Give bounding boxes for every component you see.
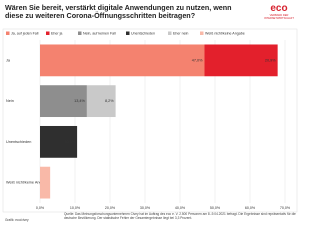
legend-swatch — [46, 31, 50, 35]
bar-segment — [204, 44, 278, 77]
bar-segment — [40, 166, 51, 199]
legend-swatch — [6, 31, 10, 35]
logo: eco VERBAND DER INTERNETWIRTSCHAFT — [264, 3, 294, 21]
legend-label: Unentschieden — [131, 31, 155, 35]
legend-swatch — [200, 31, 204, 35]
x-tick-label: 60,0% — [245, 206, 256, 210]
x-tick-label: 10,0% — [70, 206, 81, 210]
x-tick-label: 0,0% — [36, 206, 45, 210]
x-tick-label: 70,0% — [280, 206, 291, 210]
x-tick-label: 20,0% — [105, 206, 116, 210]
legend-label: Eher nein — [173, 31, 188, 35]
y-tick-label: Weiß nicht/keine Angabe — [6, 181, 48, 185]
legend-label: Eher ja — [51, 31, 62, 35]
x-tick-label: 40,0% — [175, 206, 186, 210]
source-note: Quelle: Das Meinungsforschungsunternehme… — [64, 212, 296, 220]
x-tick-label: 50,0% — [210, 206, 221, 210]
bar-segment — [40, 85, 87, 118]
legend-swatch — [168, 31, 172, 35]
legend-label: Nein, auf keinen Fall — [83, 31, 116, 35]
bar-segment — [86, 85, 116, 118]
legend-swatch — [78, 31, 82, 35]
legend-label: Ja, auf jeden Fall — [11, 31, 39, 35]
y-tick-label: Ja — [6, 58, 11, 62]
logo-subtitle: VERBAND DER INTERNETWIRTSCHAFT — [264, 14, 294, 20]
value-label: 20,9% — [265, 58, 276, 62]
x-tick-label: 30,0% — [140, 206, 151, 210]
legend-swatch — [126, 31, 130, 35]
legend-label: Weiß nicht/keine Angabe — [205, 31, 245, 35]
credit: Grafik: eco/civey — [5, 218, 29, 222]
value-label: 13,4% — [74, 99, 85, 103]
page: {"chart_data": {"type": "stacked-bar-hor… — [2, 3, 298, 222]
chart-frame — [2, 28, 298, 213]
value-label: 47,0% — [192, 58, 203, 62]
bar-segment — [40, 125, 78, 158]
chart: Ja, auf jeden Fall Eher ja Nein, auf keine… — [2, 28, 298, 213]
y-tick-label: Unentschieden — [6, 140, 31, 144]
chart-title: Wären Sie bereit, verstärkt digitale Anw… — [5, 3, 232, 21]
logo-text: eco — [270, 3, 288, 14]
bar-segment — [40, 44, 205, 77]
y-tick-label: Nein — [6, 99, 14, 103]
value-label: 10,6% — [64, 140, 75, 144]
value-label: 8,2% — [105, 99, 114, 103]
